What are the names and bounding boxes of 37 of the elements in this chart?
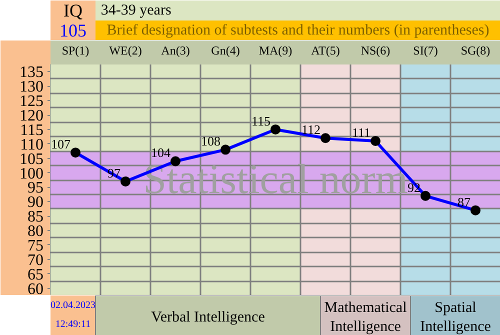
y-tick-label: 125 — [20, 93, 44, 110]
x-tick-label: Gn(4) — [211, 44, 240, 58]
y-tick-label: 100 — [20, 165, 44, 182]
y-tick-label: 135 — [20, 64, 44, 82]
x-tick-label: SP(1) — [62, 44, 90, 58]
data-label: 108 — [201, 134, 220, 149]
data-label: 107 — [51, 136, 71, 152]
text: 12:49:11 — [55, 319, 91, 330]
y-tick-label: 60 — [28, 280, 44, 298]
chart-title: 34-39 years — [100, 2, 172, 18]
y-tick-label: 65 — [28, 266, 44, 284]
y-tick-label: 85 — [28, 208, 44, 226]
text: 105 — [60, 20, 86, 40]
data-label: 115 — [251, 113, 271, 128]
x-tick-label: An(3) — [161, 44, 190, 58]
y-tick-label: 90 — [28, 194, 44, 212]
x-tick-label: WE(2) — [109, 44, 142, 58]
y-tick-label: 105 — [20, 150, 44, 168]
data-label: 112 — [301, 122, 321, 138]
x-tick-label: SI(7) — [413, 44, 438, 58]
band-label: Mathematical Intelligence — [324, 300, 407, 335]
chart-subtitle: Brief designation of subtests and their numbers (in parentheses) — [106, 22, 490, 38]
y-tick-label: 130 — [20, 78, 44, 96]
y-tick-label: 95 — [28, 180, 44, 197]
data-label: 104 — [151, 145, 171, 160]
x-tick-label: AT(5) — [311, 44, 340, 58]
x-tick-label: MA(9) — [258, 44, 292, 58]
data-label: 87 — [458, 194, 471, 210]
x-tick-label: NS(6) — [360, 44, 390, 58]
text: 02.04.2023 — [50, 300, 96, 311]
text: IQ — [64, 0, 83, 20]
y-tick-label: 110 — [20, 136, 44, 154]
y-tick-label: 70 — [28, 252, 44, 269]
band-label: Verbal Intelligence — [151, 310, 266, 326]
data-label: 111 — [352, 125, 371, 140]
x-tick-label: SG(8) — [460, 44, 490, 58]
band-label: Spatial Intelligence — [420, 300, 492, 335]
